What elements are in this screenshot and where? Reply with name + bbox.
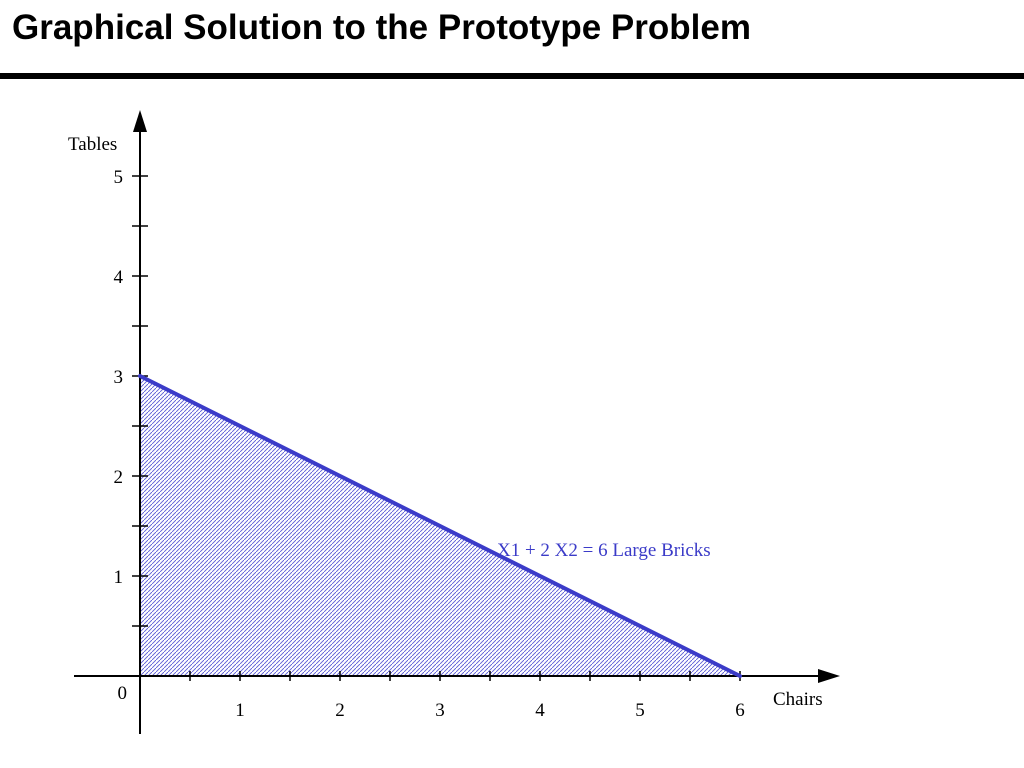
x-tick-label: 4 bbox=[535, 700, 545, 721]
origin-label: 0 bbox=[118, 683, 128, 704]
title-divider bbox=[0, 73, 1024, 79]
y-tick-label: 1 bbox=[114, 567, 124, 588]
x-tick-label: 1 bbox=[235, 700, 245, 721]
y-tick-label: 5 bbox=[114, 167, 124, 188]
constraint-label: X1 + 2 X2 = 6 Large Bricks bbox=[497, 540, 711, 561]
x-axis-label: Chairs bbox=[773, 689, 823, 710]
y-axis-arrow bbox=[133, 110, 147, 132]
y-tick-label: 4 bbox=[114, 267, 124, 288]
x-axis-arrow bbox=[818, 669, 840, 683]
x-tick-label: 2 bbox=[335, 700, 345, 721]
page-title: Graphical Solution to the Prototype Prob… bbox=[12, 8, 751, 47]
x-tick-label: 5 bbox=[635, 700, 645, 721]
y-tick-label: 2 bbox=[114, 467, 124, 488]
y-axis-label: Tables bbox=[68, 134, 117, 155]
constraint-line bbox=[138, 374, 742, 678]
x-tick-label: 3 bbox=[435, 700, 445, 721]
y-tick-label: 3 bbox=[114, 367, 124, 388]
x-tick-label: 6 bbox=[735, 700, 745, 721]
